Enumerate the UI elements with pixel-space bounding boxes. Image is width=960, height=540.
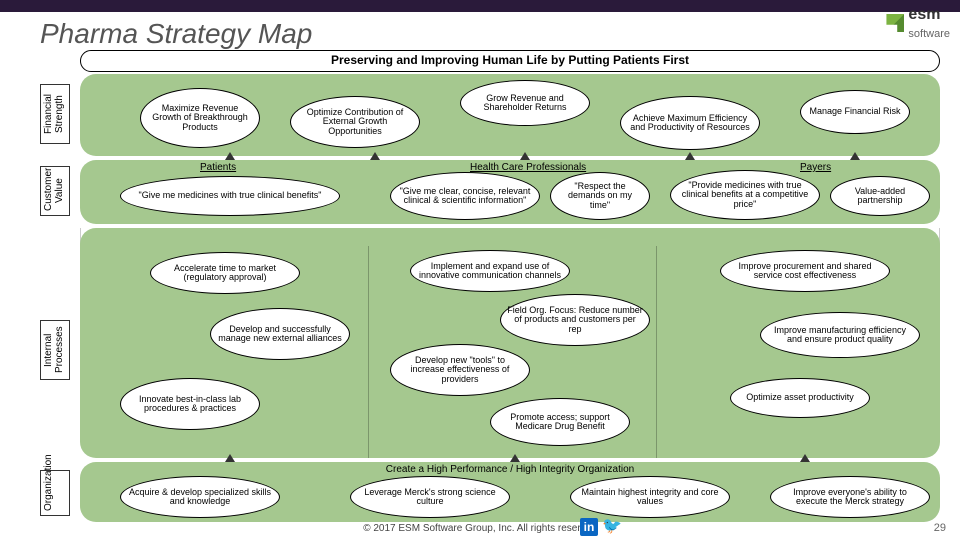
hcp-label: Health Care Professionals — [470, 162, 586, 173]
perspective-label-customer: Customer Value — [40, 166, 70, 216]
cust-obj-3: "Respect the demands on my time" — [550, 172, 650, 220]
top-bar — [0, 0, 960, 12]
cust-obj-2: "Give me clear, concise, relevant clinic… — [390, 172, 540, 220]
perspective-label-financial: Financial Strength — [40, 84, 70, 144]
fin-obj-1: Maximize Revenue Growth of Breakthrough … — [140, 88, 260, 148]
logo-mark-icon — [886, 14, 904, 32]
arrow-icon — [225, 454, 235, 462]
int-obj-5: Field Org. Focus: Reduce number of produ… — [500, 294, 650, 346]
fin-obj-3: Grow Revenue and Shareholder Returns — [460, 80, 590, 126]
int-obj-9: Improve manufacturing efficiency and ens… — [760, 312, 920, 358]
int-obj-1: Accelerate time to market (regulatory ap… — [150, 252, 300, 294]
brand-logo: esm software — [886, 6, 950, 40]
twitter-icon[interactable]: 🐦 — [602, 518, 620, 536]
arrow-icon — [225, 152, 235, 160]
cust-obj-4: "Provide medicines with true clinical be… — [670, 170, 820, 220]
footer-copyright: © 2017 ESM Software Group, Inc. All righ… — [0, 523, 960, 534]
arrow-icon — [520, 152, 530, 160]
int-obj-8: Improve procurement and shared service c… — [720, 250, 890, 292]
cust-obj-5: Value-added partnership — [830, 176, 930, 216]
page-number: 29 — [934, 522, 946, 534]
int-obj-3: Innovate best-in-class lab procedures & … — [120, 378, 260, 430]
fin-obj-2: Optimize Contribution of External Growth… — [290, 96, 420, 148]
linkedin-icon[interactable]: in — [580, 518, 598, 536]
arrow-icon — [685, 152, 695, 160]
logo-brand: esm — [908, 6, 940, 23]
org-header: Create a High Performance / High Integri… — [386, 464, 634, 475]
mission-statement: Preserving and Improving Human Life by P… — [80, 50, 940, 72]
int-obj-4: Implement and expand use of innovative c… — [410, 250, 570, 292]
internal-row: Accelerate time to market (regulatory ap… — [80, 228, 940, 458]
arrow-icon — [850, 152, 860, 160]
fin-obj-5: Manage Financial Risk — [800, 90, 910, 134]
payers-label: Payers — [800, 162, 831, 173]
page-title: Pharma Strategy Map — [40, 18, 312, 50]
int-obj-10: Optimize asset productivity — [730, 378, 870, 418]
arrow-icon — [370, 152, 380, 160]
int-obj-2: Develop and successfully manage new exte… — [210, 308, 350, 360]
arrow-icon — [800, 454, 810, 462]
fin-obj-4: Achieve Maximum Efficiency and Productiv… — [620, 96, 760, 150]
cust-obj-1: "Give me medicines with true clinical be… — [120, 176, 340, 216]
org-obj-1: Acquire & develop specialized skills and… — [120, 476, 280, 518]
perspective-label-internal: Internal Processes — [40, 320, 70, 380]
int-obj-6: Develop new "tools" to increase effectiv… — [390, 344, 530, 396]
int-obj-7: Promote access; support Medicare Drug Be… — [490, 398, 630, 446]
financial-row: Maximize Revenue Growth of Breakthrough … — [80, 74, 940, 156]
arrow-icon — [510, 454, 520, 462]
org-obj-3: Maintain highest integrity and core valu… — [570, 476, 730, 518]
organization-row: Create a High Performance / High Integri… — [80, 462, 940, 522]
customer-row: Patients Health Care Professionals Payer… — [80, 160, 940, 224]
org-obj-2: Leverage Merck's strong science culture — [350, 476, 510, 518]
patients-label: Patients — [200, 162, 236, 173]
social-icons: in 🐦 — [580, 518, 620, 536]
logo-sub: software — [908, 28, 950, 40]
strategy-map: Preserving and Improving Human Life by P… — [80, 50, 940, 500]
org-obj-4: Improve everyone's ability to execute th… — [770, 476, 930, 518]
perspective-label-organization: Organization — [40, 470, 70, 516]
